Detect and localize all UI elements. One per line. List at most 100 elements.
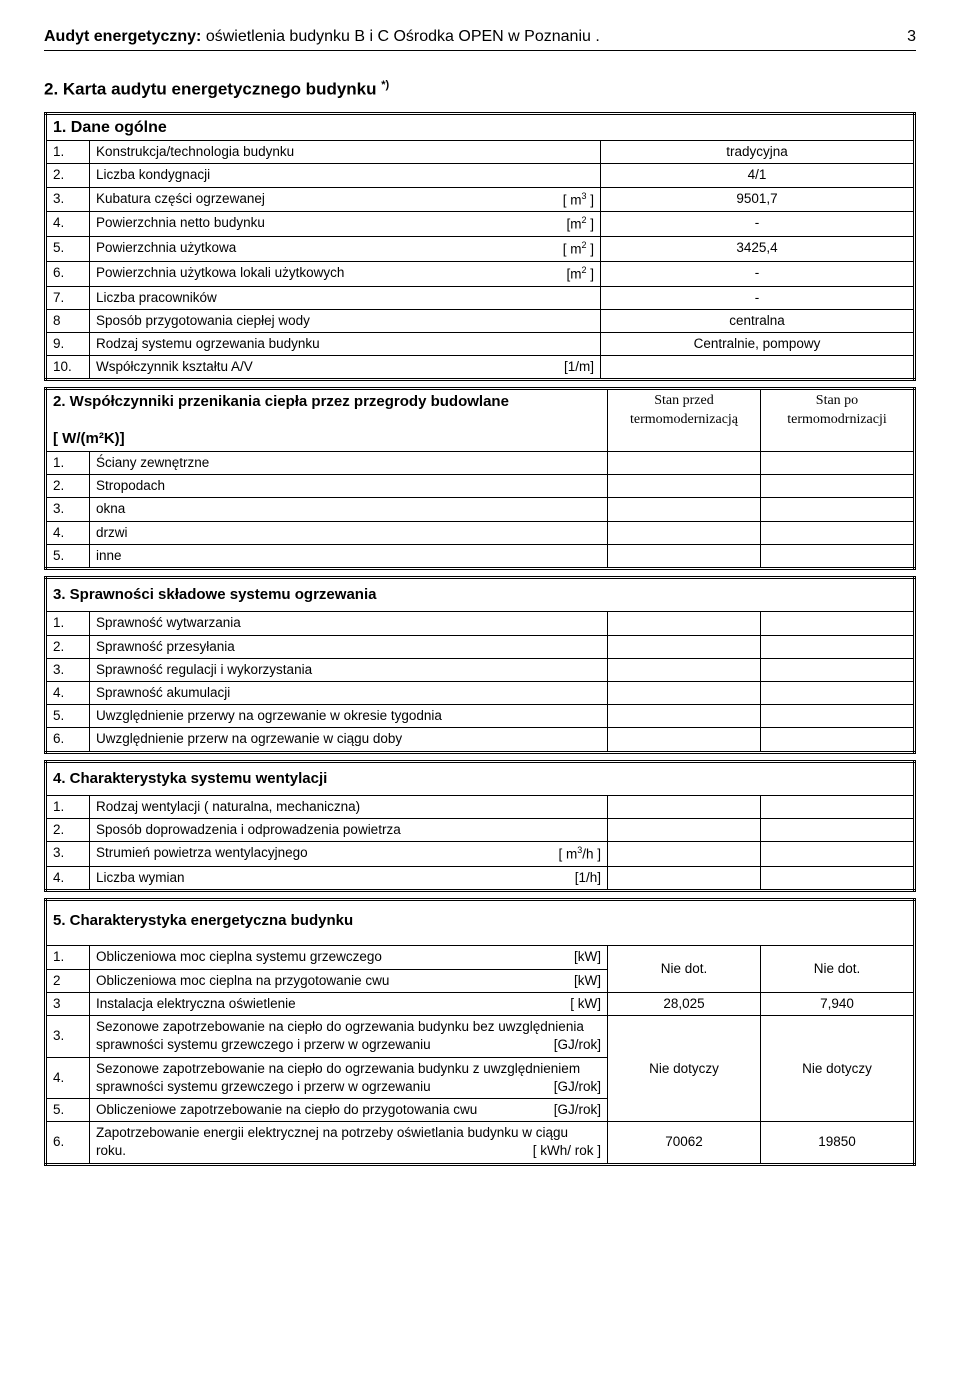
- header-rest: oświetlenia budynku B i C Ośrodka OPEN w…: [201, 28, 599, 45]
- row-v1: [608, 451, 761, 474]
- row-label: Uwzględnienie przerwy na ogrzewanie w ok…: [90, 705, 608, 728]
- row-v2: [761, 795, 915, 818]
- row-v1: 28,025: [608, 992, 761, 1015]
- row-num: 5.: [46, 1099, 90, 1122]
- table-row: 10.Współczynnik kształtu A/V[1/m]: [46, 356, 915, 380]
- row-v2: [761, 521, 915, 544]
- row-v2: [761, 728, 915, 752]
- header-title: Audyt energetyczny: oświetlenia budynku …: [44, 28, 600, 46]
- row-v2: [761, 612, 915, 635]
- table-row: 6.Zapotrzebowanie energii elektrycznej n…: [46, 1122, 915, 1164]
- row-num: 5.: [46, 544, 90, 568]
- section4-table: 4. Charakterystyka systemu wentylacji 1.…: [44, 760, 916, 893]
- section1-table: 1. Dane ogólne 1.Konstrukcja/technologia…: [44, 112, 916, 382]
- row-num: 6.: [46, 261, 90, 286]
- table-row: 3.okna: [46, 498, 915, 521]
- row-num: 3.: [46, 658, 90, 681]
- table-row: 3.Sezonowe zapotrzebowanie na ciepło do …: [46, 1016, 915, 1057]
- row-label: Obliczeniowe zapotrzebowanie na ciepło d…: [90, 1099, 608, 1122]
- table-row: 1.Konstrukcja/technologia budynkutradycy…: [46, 141, 915, 164]
- row-label: Konstrukcja/technologia budynku: [90, 141, 601, 164]
- table-row: 2.Sposób doprowadzenia i odprowadzenia p…: [46, 819, 915, 842]
- row-num: 1.: [46, 946, 90, 969]
- section2-col1: Stan przed termomodernizacją: [608, 389, 761, 452]
- row-num: 2: [46, 969, 90, 992]
- row-label: Rodzaj systemu ogrzewania budynku: [90, 333, 601, 356]
- row-v2: [761, 498, 915, 521]
- row-num: 2.: [46, 635, 90, 658]
- row-label: Sposób doprowadzenia i odprowadzenia pow…: [90, 819, 608, 842]
- row-value: Centralnie, pompowy: [601, 333, 915, 356]
- row-num: 3: [46, 992, 90, 1015]
- section2-col2: Stan po termomodrnizacji: [761, 389, 915, 452]
- row-num: 4.: [46, 1057, 90, 1098]
- table-row: 3.Sprawność regulacji i wykorzystania: [46, 658, 915, 681]
- row-num: 2.: [46, 819, 90, 842]
- table-row: 4.Liczba wymian[1/h]: [46, 867, 915, 891]
- table-row: 1.Sprawność wytwarzania: [46, 612, 915, 635]
- row-label: Sprawność przesyłania: [90, 635, 608, 658]
- section2-heading-cell: 2. Współczynniki przenikania ciepła prze…: [46, 389, 608, 452]
- row-value: [601, 356, 915, 380]
- row-v2: [761, 705, 915, 728]
- row-label: Sprawność wytwarzania: [90, 612, 608, 635]
- row-num: 5.: [46, 705, 90, 728]
- row-value: centralna: [601, 309, 915, 332]
- row-v1: [608, 867, 761, 891]
- row-label: drzwi: [90, 521, 608, 544]
- table-row: 5.Powierzchnia użytkowa[ m2 ]3425,4: [46, 237, 915, 262]
- row-v1: [608, 658, 761, 681]
- table-row: 1.Obliczeniowa moc cieplna systemu grzew…: [46, 946, 915, 969]
- section2-table: 2. Współczynniki przenikania ciepła prze…: [44, 387, 916, 570]
- page-header: Audyt energetyczny: oświetlenia budynku …: [44, 28, 916, 51]
- table-row: 3.Kubatura części ogrzewanej[ m3 ]9501,7: [46, 187, 915, 212]
- row-label: Obliczeniowa moc cieplna systemu grzewcz…: [90, 946, 608, 969]
- table-row: 7.Liczba pracowników-: [46, 286, 915, 309]
- row-num: 5.: [46, 237, 90, 262]
- table-row: 1.Rodzaj wentylacji ( naturalna, mechani…: [46, 795, 915, 818]
- row-num: 4.: [46, 521, 90, 544]
- table-row: 2.Liczba kondygnacji4/1: [46, 164, 915, 187]
- main-title-text: 2. Karta audytu energetycznego budynku: [44, 80, 381, 99]
- row-v1: [608, 819, 761, 842]
- row-label: Sprawność akumulacji: [90, 681, 608, 704]
- row-label: Instalacja elektryczna oświetlenie[ kW]: [90, 992, 608, 1015]
- row-label: Stropodach: [90, 475, 608, 498]
- row-v1: [608, 705, 761, 728]
- row-label: Sezonowe zapotrzebowanie na ciepło do og…: [90, 1016, 608, 1057]
- table-row: 3.Strumień powietrza wentylacyjnego[ m3/…: [46, 842, 915, 867]
- table-row: 5.inne: [46, 544, 915, 568]
- row-label: Strumień powietrza wentylacyjnego[ m3/h …: [90, 842, 608, 867]
- row-v2: Nie dot.: [761, 946, 915, 992]
- row-v1: Nie dot.: [608, 946, 761, 992]
- row-label: Liczba kondygnacji: [90, 164, 601, 187]
- row-num: 2.: [46, 475, 90, 498]
- row-label: Liczba pracowników: [90, 286, 601, 309]
- section3-table: 3. Sprawności składowe systemu ogrzewani…: [44, 576, 916, 754]
- table-row: 9.Rodzaj systemu ogrzewania budynkuCentr…: [46, 333, 915, 356]
- row-num: 1.: [46, 612, 90, 635]
- row-num: 4.: [46, 681, 90, 704]
- section4-heading: 4. Charakterystyka systemu wentylacji: [46, 761, 915, 795]
- table-row: 2.Sprawność przesyłania: [46, 635, 915, 658]
- row-label: Sezonowe zapotrzebowanie na ciepło do og…: [90, 1057, 608, 1098]
- row-value: -: [601, 286, 915, 309]
- row-v1: [608, 521, 761, 544]
- row-v2: [761, 681, 915, 704]
- row-label: Kubatura części ogrzewanej[ m3 ]: [90, 187, 601, 212]
- row-value: 4/1: [601, 164, 915, 187]
- section1-heading: 1. Dane ogólne: [53, 119, 167, 136]
- row-v2: [761, 451, 915, 474]
- row-v2: [761, 475, 915, 498]
- row-v2: [761, 635, 915, 658]
- row-v2: [761, 842, 915, 867]
- section2-heading2: [ W/(m²K)]: [53, 429, 601, 449]
- row-label: Sposób przygotowania ciepłej wody: [90, 309, 601, 332]
- row-v2: [761, 819, 915, 842]
- row-value: 9501,7: [601, 187, 915, 212]
- section2-heading: 2. Współczynniki przenikania ciepła prze…: [53, 392, 601, 412]
- table-row: 1.Ściany zewnętrzne: [46, 451, 915, 474]
- row-num: 10.: [46, 356, 90, 380]
- row-num: 3.: [46, 498, 90, 521]
- row-num: 3.: [46, 187, 90, 212]
